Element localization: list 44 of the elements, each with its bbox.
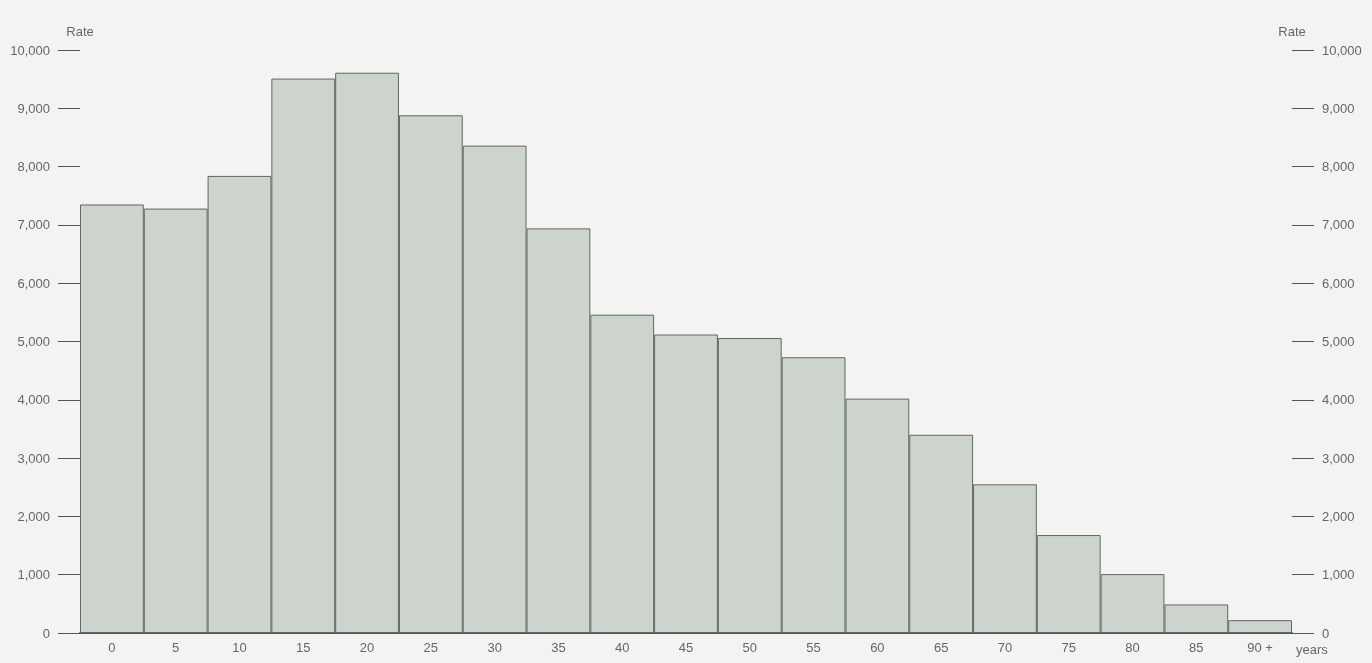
x-tick-label: 45 [678, 640, 694, 655]
y2-tick-label: 10,000 [1322, 42, 1362, 58]
y-tick-label: 3,000 [17, 450, 50, 466]
y2-tick-label: 6,000 [1322, 275, 1355, 291]
y-tick-label: 9,000 [17, 100, 50, 116]
x-tick-label: 75 [1061, 640, 1076, 655]
y-tick-label: 1,000 [17, 567, 50, 583]
x-tick-label: 30 [487, 640, 502, 655]
y-tick-label: 6,000 [17, 275, 50, 291]
y-tick-label: 0 [42, 625, 50, 641]
y-tick-label: 4,000 [17, 392, 50, 408]
x-tick-label: 25 [423, 640, 439, 655]
y-tick-label: 10,000 [10, 42, 50, 58]
y2-tick-label: 8,000 [1322, 159, 1355, 175]
x-tick-label: 20 [359, 640, 375, 655]
y2-tick-label: 9,000 [1322, 100, 1355, 116]
x-tick-label: 80 [1125, 640, 1140, 655]
y2-tick-label: 5,000 [1322, 334, 1355, 349]
x-tick-label: 0 [108, 640, 116, 655]
x-axis-title: years [1296, 642, 1329, 657]
y2-tick-label: 1,000 [1322, 567, 1355, 583]
y2-tick-label: 2,000 [1322, 508, 1355, 524]
x-tick-label: 50 [742, 640, 758, 655]
y2-tick-label: 4,000 [1322, 392, 1355, 408]
y2-tick-label: 0 [1322, 625, 1330, 641]
x-tick-label: 90 + [1247, 640, 1273, 655]
x-tick-label: 70 [997, 640, 1013, 655]
y-tick-label: 2,000 [17, 508, 50, 524]
y2-tick-label: 3,000 [1322, 450, 1355, 466]
x-tick-label: 15 [296, 640, 311, 655]
x-tick-label: 85 [1189, 640, 1204, 655]
x-tick-label: 5 [172, 640, 180, 655]
x-tick-label: 60 [870, 640, 885, 655]
x-tick-label: 35 [551, 640, 566, 655]
y2-axis-title: Rate [1278, 24, 1306, 39]
x-tick-label: 10 [232, 640, 247, 655]
x-tick-label: 40 [614, 640, 630, 655]
y-axis-title: Rate [66, 24, 94, 39]
y2-tick-label: 7,000 [1322, 217, 1355, 233]
x-tick-label: 55 [806, 640, 821, 655]
x-tick-label: 65 [933, 640, 949, 655]
y-tick-label: 5,000 [17, 334, 50, 349]
y-tick-label: 7,000 [17, 217, 50, 233]
y-tick-label: 8,000 [17, 159, 50, 175]
